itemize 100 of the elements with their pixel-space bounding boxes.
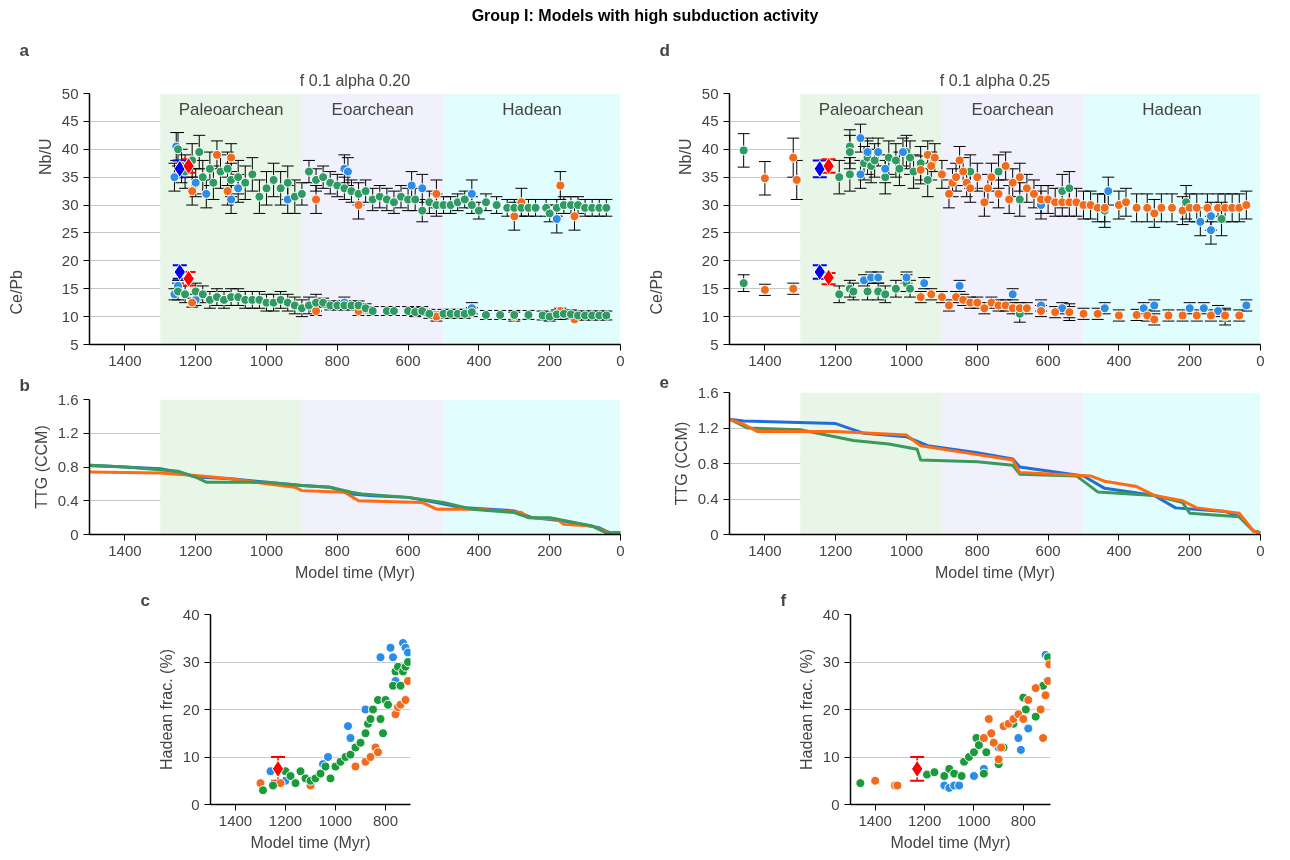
x-tick-label: 600 bbox=[395, 541, 421, 559]
x-tick-label: 1000 bbox=[889, 351, 924, 369]
y-tick-label: 30 bbox=[822, 652, 840, 670]
y-tick-label: 30 bbox=[701, 195, 719, 213]
band-label: Paleoarchean bbox=[818, 99, 924, 119]
y-tick-label: 15 bbox=[701, 279, 719, 297]
x-tick-label: 400 bbox=[1106, 351, 1132, 369]
x-tick-label: 200 bbox=[1177, 541, 1203, 559]
x-axis-title: Model time (Myr) bbox=[295, 563, 416, 581]
x-tick-label: 800 bbox=[964, 541, 990, 559]
x-tick-label: 600 bbox=[1035, 541, 1061, 559]
y-tick-label: 1.2 bbox=[57, 424, 79, 442]
x-tick-label: 1400 bbox=[748, 351, 782, 369]
text: f bbox=[780, 590, 787, 610]
x-tick-label: 1400 bbox=[108, 541, 142, 559]
x-tick-label: 1200 bbox=[268, 811, 303, 829]
text: d bbox=[659, 40, 670, 60]
x-tick-label: 1000 bbox=[957, 811, 991, 829]
x-tick-label: 400 bbox=[466, 351, 492, 369]
x-tick-label: 1200 bbox=[907, 811, 942, 829]
y-tick-label: 0 bbox=[191, 795, 200, 813]
x-tick-label: 200 bbox=[537, 541, 563, 559]
x-tick-label: 1400 bbox=[218, 811, 253, 829]
text: Group I: Models with high subduction activity bbox=[471, 6, 819, 26]
x-tick-label: 1200 bbox=[819, 351, 853, 369]
y-tick-label: 0.4 bbox=[697, 489, 719, 507]
x-tick-label: 1200 bbox=[179, 351, 213, 369]
y-tick-label: 5 bbox=[710, 335, 719, 353]
y-tick-label: 35 bbox=[61, 168, 79, 186]
y-tick-label: 30 bbox=[182, 652, 200, 670]
y-tick-label: 45 bbox=[61, 112, 79, 130]
x-tick-label: 1400 bbox=[108, 351, 142, 369]
y-tick-label: 20 bbox=[701, 251, 719, 269]
x-axis-title: Model time (Myr) bbox=[890, 833, 1011, 851]
text: e bbox=[659, 372, 669, 392]
x-tick-label: 0 bbox=[616, 351, 625, 369]
y-tick-label: 10 bbox=[61, 307, 79, 325]
x-axis-title: Model time (Myr) bbox=[935, 563, 1056, 581]
x-tick-label: 800 bbox=[324, 541, 350, 559]
y-tick-label: 25 bbox=[701, 223, 719, 241]
x-tick-label: 1000 bbox=[318, 811, 353, 829]
y-tick-label: 0.4 bbox=[57, 491, 79, 509]
x-tick-label: 1400 bbox=[858, 811, 892, 829]
y-axis-title: Nb/U bbox=[676, 138, 694, 175]
y-axis-title: Hadean frac. (%) bbox=[157, 648, 175, 770]
y-tick-label: 25 bbox=[61, 223, 79, 241]
x-tick-label: 1400 bbox=[748, 541, 782, 559]
y-tick-label: 20 bbox=[61, 251, 79, 269]
band-label: Paleoarchean bbox=[178, 99, 284, 119]
x-tick-label: 400 bbox=[466, 541, 492, 559]
x-tick-label: 800 bbox=[1010, 811, 1036, 829]
x-tick-label: 1200 bbox=[179, 541, 213, 559]
y-axis-title: Hadean frac. (%) bbox=[797, 648, 815, 770]
x-tick-label: 800 bbox=[324, 351, 350, 369]
x-tick-label: 600 bbox=[1035, 351, 1061, 369]
y-axis-title: Nb/U bbox=[36, 138, 54, 175]
x-tick-label: 0 bbox=[616, 541, 625, 559]
y-tick-label: 35 bbox=[701, 168, 719, 186]
chart-title: f 0.1 alpha 0.25 bbox=[939, 71, 1051, 89]
x-tick-label: 1000 bbox=[249, 541, 284, 559]
text: Ce/Pb bbox=[7, 269, 25, 315]
x-tick-label: 1000 bbox=[889, 541, 924, 559]
y-tick-label: 50 bbox=[701, 84, 719, 102]
y-tick-label: 0 bbox=[70, 525, 79, 543]
y-axis-title: TTG (CCM) bbox=[32, 425, 50, 509]
text: b bbox=[19, 375, 30, 395]
x-tick-label: 400 bbox=[1106, 541, 1132, 559]
y-tick-label: 40 bbox=[822, 605, 840, 623]
chart-title: f 0.1 alpha 0.20 bbox=[299, 71, 411, 89]
y-axis-title: TTG (CCM) bbox=[672, 421, 690, 506]
y-tick-label: 50 bbox=[61, 84, 79, 102]
y-tick-label: 45 bbox=[701, 112, 719, 130]
x-tick-label: 800 bbox=[964, 351, 990, 369]
y-tick-label: 1.6 bbox=[57, 390, 79, 408]
y-tick-label: 1.2 bbox=[697, 418, 719, 436]
y-tick-label: 5 bbox=[70, 335, 79, 353]
y-tick-label: 30 bbox=[61, 195, 79, 213]
y-tick-label: 10 bbox=[701, 307, 719, 325]
y-tick-label: 1.6 bbox=[697, 383, 719, 401]
text: Ce/Pb bbox=[647, 269, 665, 315]
band-label: Hadean bbox=[502, 99, 562, 119]
y-tick-label: 0.8 bbox=[697, 454, 719, 472]
y-tick-label: 40 bbox=[182, 605, 200, 623]
y-tick-label: 10 bbox=[182, 747, 200, 765]
band-label: Eoarchean bbox=[971, 99, 1054, 119]
x-tick-label: 0 bbox=[1256, 351, 1265, 369]
y-tick-label: 40 bbox=[701, 140, 719, 158]
x-tick-label: 200 bbox=[1177, 351, 1203, 369]
y-tick-label: 15 bbox=[61, 279, 79, 297]
y-tick-label: 20 bbox=[822, 700, 840, 718]
y-tick-label: 40 bbox=[61, 140, 79, 158]
band-label: Eoarchean bbox=[331, 99, 414, 119]
x-tick-label: 1000 bbox=[249, 351, 284, 369]
y-tick-label: 0.8 bbox=[57, 457, 79, 475]
text: a bbox=[19, 40, 30, 60]
y-tick-label: 0 bbox=[710, 525, 719, 543]
x-tick-label: 1200 bbox=[819, 541, 853, 559]
text: c bbox=[140, 590, 150, 610]
y-tick-label: 10 bbox=[822, 747, 840, 765]
band-label: Hadean bbox=[1142, 99, 1202, 119]
